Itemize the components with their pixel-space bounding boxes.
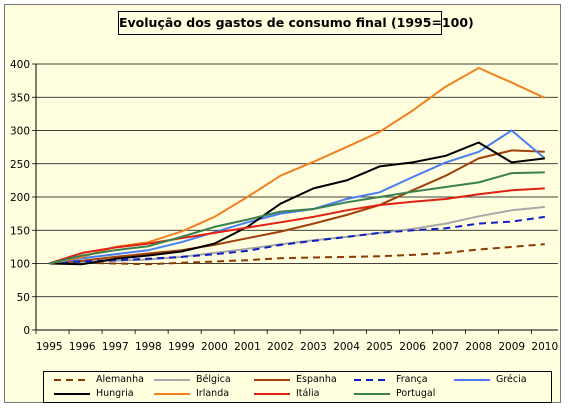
legend-label: Espanha <box>296 374 337 385</box>
tick-labels: 0 50 100 150 200 250 300 350 400 1995 1996 1997 1998… <box>10 59 558 353</box>
legend-label: Irlanda <box>196 388 230 399</box>
series-line-portugal <box>48 171 545 265</box>
ytick-label-200: 200 <box>10 192 30 204</box>
ytick-label-150: 150 <box>10 225 30 237</box>
xtick-label-1998: 1998 <box>135 341 162 353</box>
legend-label: Itália <box>296 388 320 399</box>
series-line-hungria <box>49 141 545 266</box>
chart-title: Evolução dos gastos de consumo final (19… <box>118 11 474 35</box>
xtick-label-1997: 1997 <box>102 341 129 353</box>
xtick-label-2007: 2007 <box>432 341 459 353</box>
legend-swatch <box>154 393 190 395</box>
legend-label: Hungria <box>96 388 134 399</box>
series-lines <box>48 67 546 266</box>
legend-swatch <box>354 379 390 381</box>
xtick-label-2000: 2000 <box>201 341 228 353</box>
xtick-label-1996: 1996 <box>69 341 96 353</box>
ytick-label-350: 350 <box>10 92 30 104</box>
xtick-label-1995: 1995 <box>36 341 63 353</box>
series-line-itália <box>48 187 545 265</box>
axes <box>32 63 558 334</box>
legend-swatch <box>154 379 190 381</box>
xtick-label-2004: 2004 <box>333 341 360 353</box>
legend-swatch <box>54 393 90 395</box>
legend-swatch <box>254 393 290 395</box>
ytick-label-100: 100 <box>10 259 30 271</box>
legend-label: Grécia <box>496 374 527 385</box>
legend: Alemanha Bélgica Espanha França Grécia Hungri… <box>43 371 552 403</box>
legend-swatch <box>54 379 90 381</box>
xtick-label-2003: 2003 <box>300 341 327 353</box>
xtick-label-2002: 2002 <box>267 341 294 353</box>
series-line-bélgica <box>49 206 545 265</box>
legend-label: Bélgica <box>196 374 231 385</box>
series-line-espanha <box>49 149 545 265</box>
xtick-label-2008: 2008 <box>465 341 492 353</box>
ytick-label-250: 250 <box>10 159 30 171</box>
xtick-label-2005: 2005 <box>366 341 393 353</box>
legend-swatch <box>454 379 490 381</box>
legend-label: Alemanha <box>96 374 144 385</box>
ytick-label-0: 0 <box>23 325 30 337</box>
ytick-label-300: 300 <box>10 126 30 138</box>
legend-label: Portugal <box>396 388 436 399</box>
xtick-label-1999: 1999 <box>168 341 195 353</box>
ytick-label-400: 400 <box>10 59 30 71</box>
xtick-label-2009: 2009 <box>498 341 525 353</box>
legend-swatch <box>254 379 290 381</box>
legend-label: França <box>396 374 428 385</box>
ytick-label-50: 50 <box>17 292 30 304</box>
xtick-label-2006: 2006 <box>399 341 426 353</box>
xtick-label-2010: 2010 <box>531 341 558 353</box>
series-line-alemanha <box>49 243 545 266</box>
xtick-label-2001: 2001 <box>234 341 261 353</box>
legend-swatch <box>354 393 390 395</box>
